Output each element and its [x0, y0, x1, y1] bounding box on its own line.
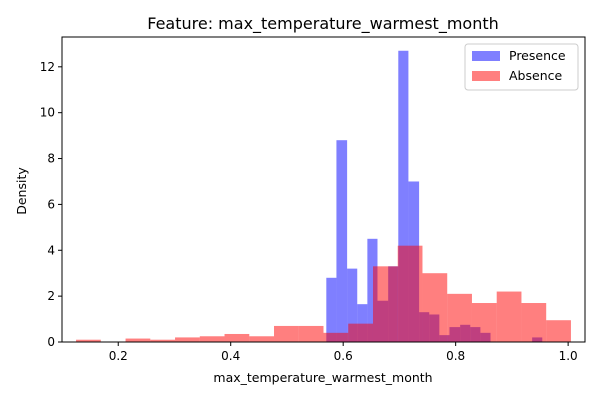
x-axis-label: max_temperature_warmest_month: [213, 370, 432, 385]
absence-bar: [496, 291, 522, 342]
absence-bar: [125, 338, 151, 342]
absence-bar: [76, 339, 101, 342]
absence-bar: [150, 339, 176, 342]
y-axis-ticks: 0 2 4 6 8 10 12: [40, 60, 62, 349]
legend-label: Presence: [509, 48, 566, 63]
absence-bar: [546, 320, 571, 342]
absence-bar: [471, 303, 497, 342]
presence-bar: [357, 304, 368, 342]
absence-bar: [199, 336, 225, 342]
absence-bar: [298, 325, 324, 342]
legend-label: Absence: [509, 68, 562, 83]
y-tick-label: 0: [47, 335, 55, 349]
x-axis-ticks: 0.2 0.4 0.6 0.8 1.0: [109, 342, 578, 363]
absence-bar: [274, 325, 299, 342]
absence-bar: [175, 337, 200, 342]
legend-swatch: [472, 71, 500, 81]
presence-bar: [398, 50, 409, 342]
presence-bar: [367, 238, 378, 342]
absence-bar: [521, 303, 547, 342]
x-tick-label: 0.2: [109, 349, 128, 363]
presence-bar: [326, 277, 337, 342]
x-tick-label: 0.6: [334, 349, 353, 363]
absence-bar: [447, 293, 472, 342]
absence-bar: [397, 245, 423, 342]
axes-frame: [61, 36, 586, 343]
y-tick-label: 10: [40, 106, 55, 120]
absence-bar: [422, 273, 448, 342]
presence-bar: [336, 140, 348, 342]
absence-bar: [372, 266, 398, 342]
absence-bar: [224, 333, 250, 342]
chart-title: Feature: max_temperature_warmest_month: [147, 14, 499, 34]
y-axis-label: Density: [14, 167, 29, 215]
y-tick-label: 12: [40, 60, 55, 74]
presence-bar: [347, 268, 358, 342]
bars-layer: [76, 50, 571, 342]
absence-bar: [249, 336, 275, 342]
x-tick-label: 0.8: [446, 349, 465, 363]
x-tick-label: 1.0: [559, 349, 578, 363]
y-tick-label: 8: [47, 152, 55, 166]
y-tick-label: 2: [47, 289, 55, 303]
y-tick-label: 4: [47, 243, 55, 257]
legend-swatch: [472, 51, 500, 61]
legend: Presence Absence: [464, 43, 579, 91]
absence-bar: [323, 332, 349, 342]
y-tick-label: 6: [47, 197, 55, 211]
absence-bar: [348, 323, 373, 342]
x-tick-label: 0.4: [221, 349, 240, 363]
